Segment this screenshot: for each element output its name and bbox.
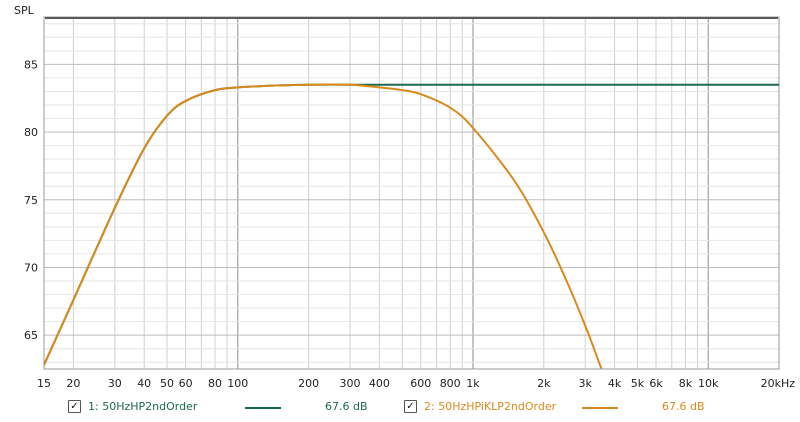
legend-series-name-1: 1: 50HzHP2ndOrder bbox=[88, 400, 198, 413]
frequency-response-chart: SPL 65 70 75 80 85 15 20 30 40 50 60 80 100 200 300 400 6… bbox=[14, 4, 796, 390]
x-tick-label: 8k bbox=[679, 377, 693, 390]
y-tick-label: 80 bbox=[24, 126, 38, 139]
x-tick-label: 400 bbox=[369, 377, 390, 390]
x-tick-label: 4k bbox=[608, 377, 622, 390]
y-axis-label: SPL bbox=[14, 4, 35, 17]
x-tick-label: 30 bbox=[108, 377, 122, 390]
x-tick-label: 15 bbox=[37, 377, 51, 390]
legend-value-2: 67.6 dB bbox=[662, 400, 705, 413]
x-tick-label: 80 bbox=[208, 377, 222, 390]
legend-value-1: 67.6 dB bbox=[325, 400, 368, 413]
series-line-2 bbox=[44, 83, 602, 369]
x-tick-label: 200 bbox=[298, 377, 319, 390]
y-tick-label: 70 bbox=[24, 261, 38, 274]
x-tick-label: 20kHz bbox=[761, 377, 796, 390]
plot-area bbox=[44, 17, 779, 369]
x-tick-label: 60 bbox=[179, 377, 193, 390]
x-tick-label: 40 bbox=[137, 377, 151, 390]
y-tick-label: 65 bbox=[24, 329, 38, 342]
x-tick-label: 5k bbox=[631, 377, 645, 390]
x-tick-label: 300 bbox=[340, 377, 361, 390]
legend-swatch-1 bbox=[245, 407, 281, 409]
y-tick-label: 85 bbox=[24, 58, 38, 71]
x-tick-label: 3k bbox=[579, 377, 593, 390]
legend: ✓ 1: 50HzHP2ndOrder 67.6 dB ✓ 2: 50HzHPi… bbox=[0, 397, 800, 419]
legend-series-name-2: 2: 50HzHPiKLP2ndOrder bbox=[424, 400, 557, 413]
legend-swatch-2 bbox=[582, 407, 618, 409]
x-tick-label: 20 bbox=[66, 377, 80, 390]
x-tick-label: 100 bbox=[227, 377, 248, 390]
x-tick-label: 6k bbox=[649, 377, 663, 390]
x-tick-label: 10k bbox=[698, 377, 719, 390]
legend-item-2[interactable]: ✓ 2: 50HzHPiKLP2ndOrder 67.6 dB bbox=[404, 399, 724, 417]
legend-checkbox-1[interactable]: ✓ bbox=[68, 400, 81, 413]
x-tick-label: 2k bbox=[537, 377, 551, 390]
legend-checkbox-2[interactable]: ✓ bbox=[404, 400, 417, 413]
x-tick-label: 600 bbox=[410, 377, 431, 390]
x-tick-label: 1k bbox=[466, 377, 480, 390]
legend-item-1[interactable]: ✓ 1: 50HzHP2ndOrder 67.6 dB bbox=[68, 399, 388, 417]
x-tick-label: 50 bbox=[160, 377, 174, 390]
x-tick-label: 800 bbox=[440, 377, 461, 390]
y-tick-label: 75 bbox=[24, 194, 38, 207]
